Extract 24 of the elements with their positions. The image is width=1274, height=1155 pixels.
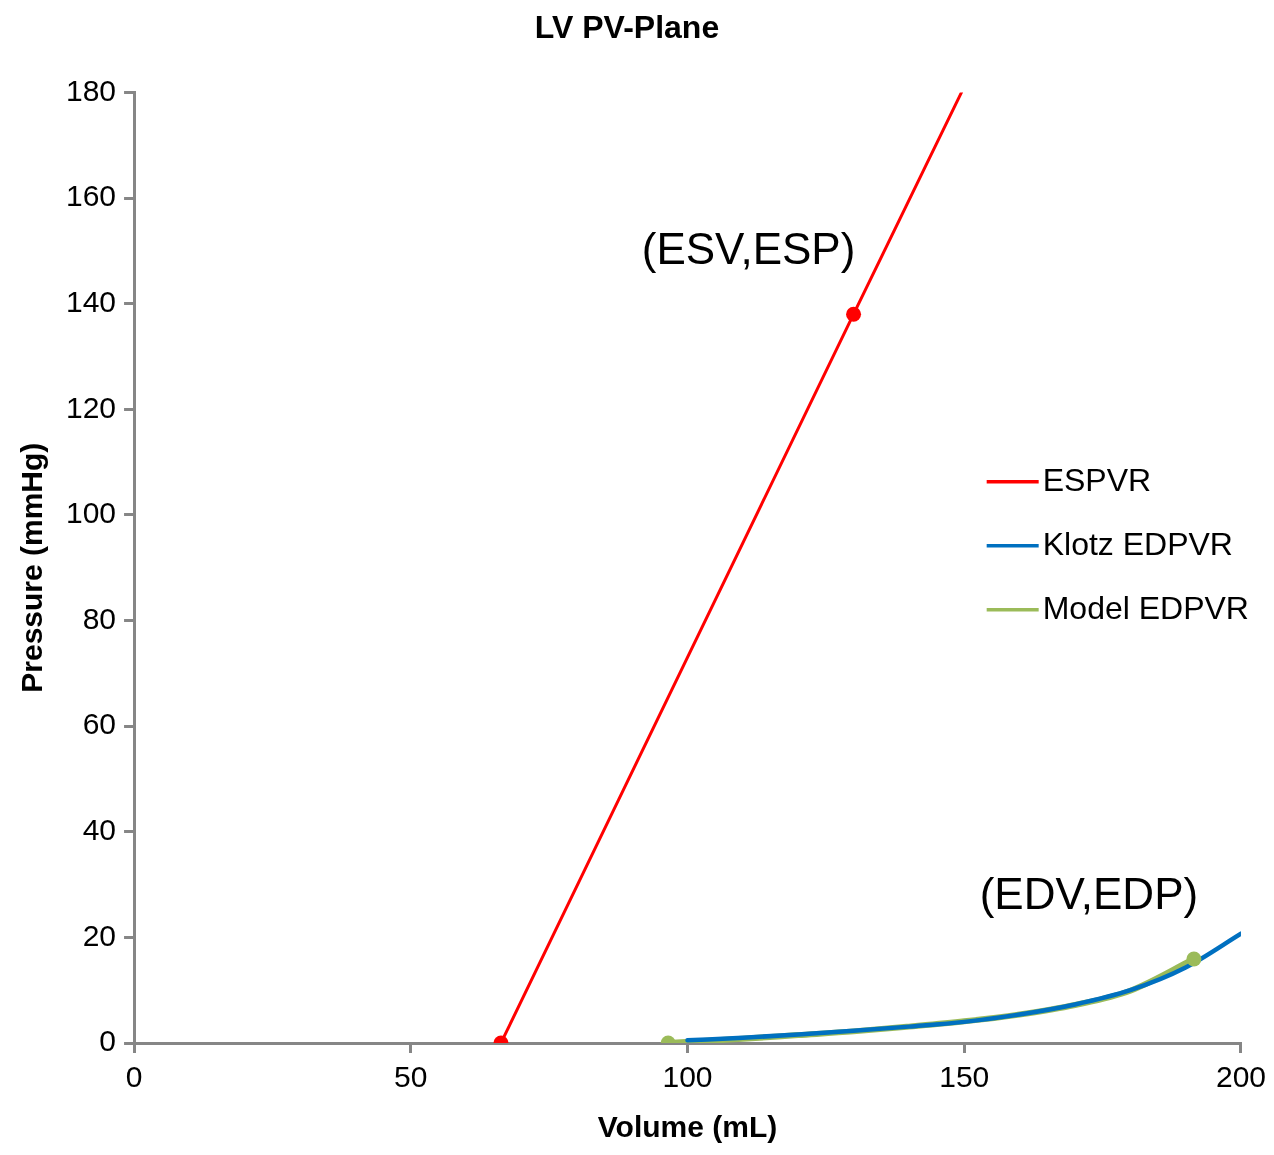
y-tick-label: 160	[65, 179, 117, 213]
annotation: (EDV,EDP)	[979, 869, 1199, 919]
annotation: (ESV,ESP)	[641, 224, 856, 274]
x-tick-label: 50	[394, 1060, 428, 1094]
legend-label: ESPVR	[1042, 461, 1152, 498]
y-tick-label: 140	[65, 284, 117, 318]
x-tick-label: 150	[939, 1060, 990, 1094]
x-tick-label: 100	[662, 1060, 713, 1094]
line-series	[685, 931, 1241, 1043]
legend-label: Model EDPVR	[1042, 589, 1249, 626]
y-tick-label: 20	[82, 918, 117, 952]
y-axis-title: Pressure (mmHg)	[15, 442, 49, 693]
x-tick-label: 200	[1215, 1060, 1266, 1094]
x-tick-label: 0	[125, 1060, 143, 1094]
y-tick-label: 120	[65, 390, 117, 424]
legend-label: Klotz EDPVR	[1042, 525, 1233, 562]
x-axis-title: Volume (mL)	[597, 1110, 778, 1144]
y-tick-label: 100	[65, 496, 117, 530]
y-tick-label: 60	[82, 707, 117, 741]
y-tick-label: 80	[82, 601, 117, 635]
y-tick-label: 0	[99, 1024, 117, 1058]
y-tick-label: 40	[82, 813, 117, 847]
chart-title: LV PV-Plane	[534, 9, 720, 46]
y-tick-label: 180	[65, 73, 117, 107]
